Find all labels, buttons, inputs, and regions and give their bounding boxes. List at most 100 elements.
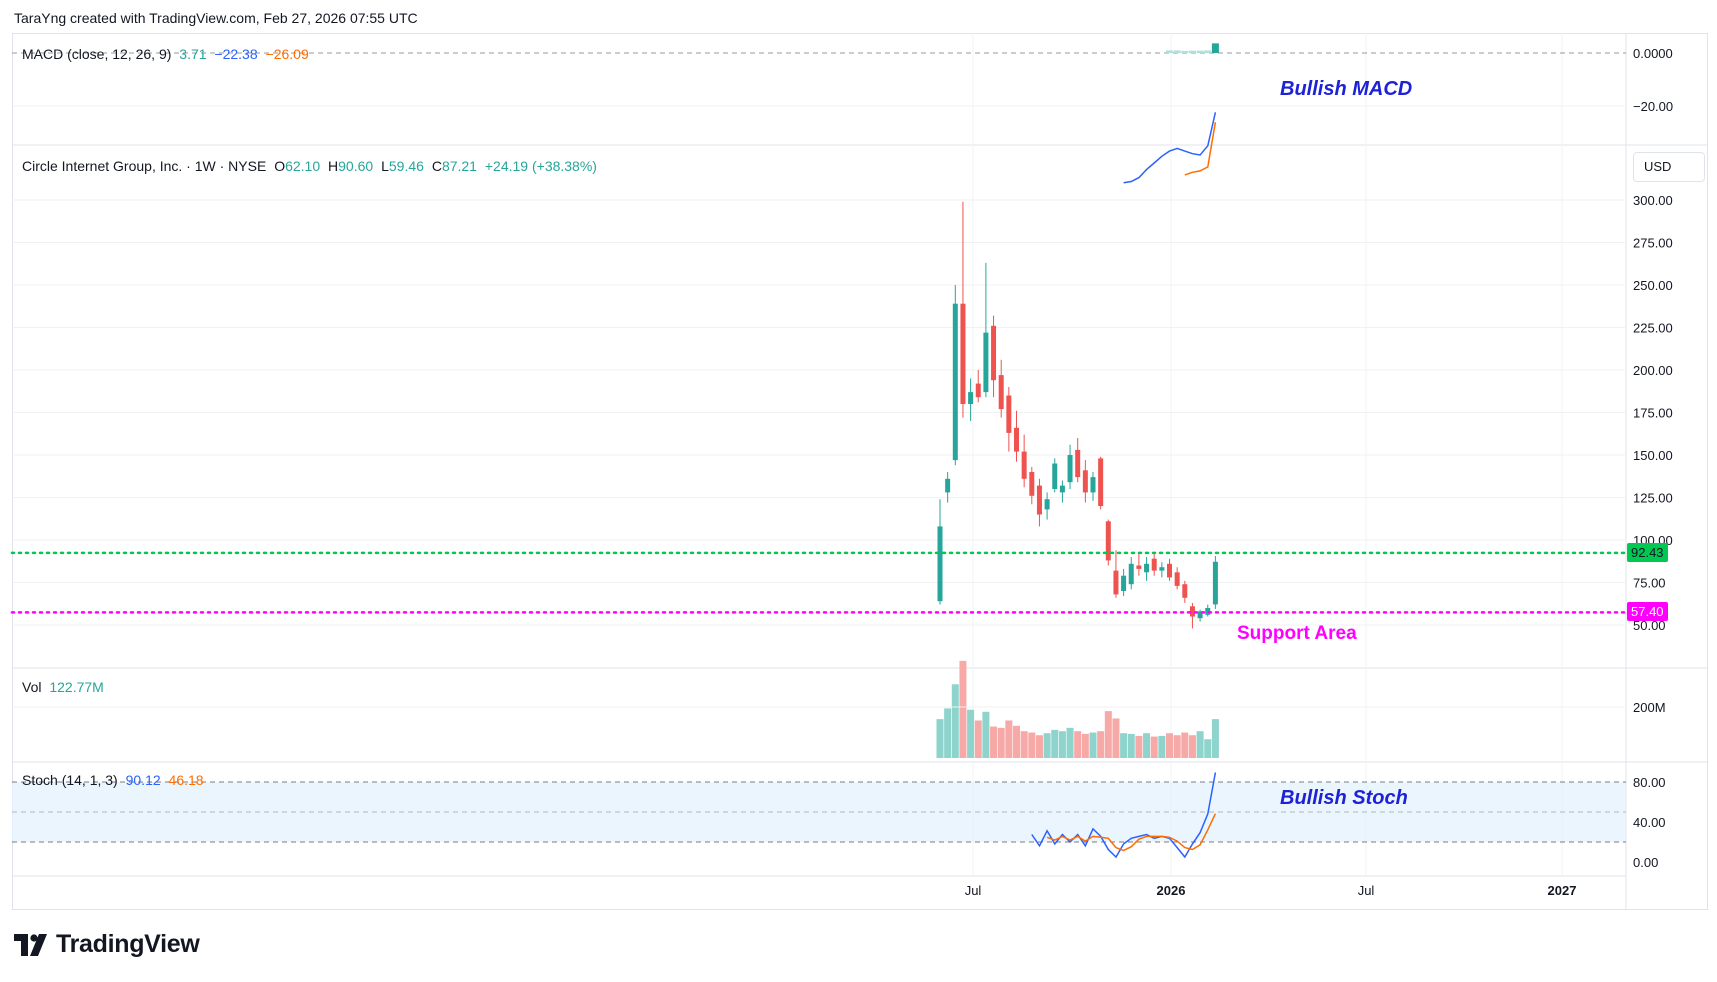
support-price-label: 57.40 <box>1627 602 1668 622</box>
candle-body <box>945 478 951 493</box>
candle-body <box>975 383 981 398</box>
volume-bar <box>1028 732 1036 758</box>
time-tick: Jul <box>965 883 982 898</box>
volume-bar <box>1005 720 1013 758</box>
stoch-legend[interactable]: Stoch (14, 1, 3) 90.12 46.18 <box>22 772 208 788</box>
volume-bar <box>1097 731 1105 758</box>
candle-body <box>1021 451 1027 479</box>
stoch-k-value: 90.12 <box>125 772 161 788</box>
price-axis-tick: 200.00 <box>1633 363 1673 378</box>
macd-histogram-bar <box>1173 50 1181 53</box>
volume-series <box>936 660 1219 758</box>
candle-body <box>1144 563 1150 573</box>
price-axis-tick: 275.00 <box>1633 236 1673 251</box>
time-axis: Jul 2026 Jul 2027 <box>965 883 1577 898</box>
low-label: L <box>381 158 389 174</box>
volume-bar <box>1120 733 1128 758</box>
symbol-title: Circle Internet Group, Inc. · 1W · NYSE <box>22 158 267 174</box>
candle-body <box>1052 463 1058 489</box>
volume-bar <box>1043 733 1051 758</box>
close-value: 87.21 <box>441 158 477 174</box>
volume-bar <box>936 719 944 758</box>
currency-selector[interactable]: USD <box>1633 152 1705 182</box>
volume-bar <box>1158 735 1166 758</box>
volume-bar <box>997 727 1005 758</box>
macd-histogram-value: 3.71 <box>179 46 207 62</box>
candle-body <box>1082 470 1088 493</box>
candle-body <box>1212 561 1218 605</box>
candle-body <box>1167 563 1172 578</box>
candle-body <box>1151 558 1157 571</box>
time-tick: Jul <box>1358 883 1375 898</box>
macd-axis-tick: −20.00 <box>1633 99 1673 114</box>
volume-bar <box>1074 731 1082 758</box>
macd-histogram <box>1166 43 1219 53</box>
volume-bar <box>1081 733 1089 758</box>
candle-body <box>1205 608 1211 615</box>
price-axis-tick: 150.00 <box>1633 448 1673 463</box>
macd-line <box>1123 112 1217 184</box>
price-axis-tick: 225.00 <box>1633 321 1673 336</box>
candle-body <box>1136 565 1142 569</box>
price-axis-tick: 125.00 <box>1633 491 1673 506</box>
volume-axis-tick: 200M <box>1633 700 1666 715</box>
volume-bar <box>982 711 990 758</box>
macd-legend-name: MACD (close, 12, 26, 9) <box>22 46 172 62</box>
candle-body <box>991 325 997 381</box>
macd-histogram-bar <box>1211 43 1219 53</box>
candle-body <box>960 303 966 404</box>
candle-body <box>1174 572 1180 586</box>
volume-bar <box>1181 732 1189 758</box>
volume-bar <box>1013 725 1020 758</box>
volume-bar <box>1196 731 1204 758</box>
volume-bar <box>1066 727 1074 758</box>
volume-bar <box>974 720 982 758</box>
candle-body <box>1036 485 1042 515</box>
stoch-d-line <box>1046 813 1217 852</box>
candle-body <box>1128 563 1134 585</box>
tradingview-logo-icon <box>14 933 47 956</box>
stoch-k-line <box>1031 772 1217 859</box>
volume-bar <box>1104 711 1112 758</box>
open-label: O <box>274 158 286 174</box>
chart-frame <box>12 33 1708 910</box>
volume-bar <box>1112 718 1120 758</box>
volume-bar <box>1035 735 1043 758</box>
candle-body <box>1059 485 1065 493</box>
volume-bar <box>1143 733 1151 758</box>
tradingview-wordmark: TradingView <box>56 930 200 958</box>
low-value: 59.46 <box>388 158 424 174</box>
candle-body <box>1105 521 1111 561</box>
candle-body <box>968 392 974 404</box>
volume-bar <box>1173 735 1181 758</box>
stoch-axis-tick: 80.00 <box>1633 775 1666 790</box>
bullish-macd-annotation: Bullish MACD <box>1280 78 1413 100</box>
candle-body <box>937 526 943 602</box>
volume-bar <box>1058 731 1066 758</box>
price-grid <box>12 199 1626 626</box>
macd-legend[interactable]: MACD (close, 12, 26, 9) 3.71 −22.38 −26.… <box>22 46 313 62</box>
volume-legend[interactable]: Vol 122.77M <box>22 679 108 695</box>
volume-bar <box>1204 739 1212 758</box>
time-tick: 2027 <box>1548 883 1577 898</box>
high-value: 90.60 <box>338 158 374 174</box>
macd-signal-line <box>1184 121 1217 176</box>
volume-bar <box>1211 719 1219 758</box>
volume-bar <box>1150 736 1158 758</box>
macd-line-value: −22.38 <box>214 46 258 62</box>
price-legend[interactable]: Circle Internet Group, Inc. · 1W · NYSE … <box>22 158 601 174</box>
candlestick-series <box>937 201 1218 629</box>
macd-histogram-bar <box>1166 50 1173 53</box>
volume-bar <box>951 684 959 758</box>
volume-bar <box>1020 731 1028 758</box>
price-axis-tick: 250.00 <box>1633 278 1673 293</box>
candle-body <box>1159 567 1165 571</box>
candle-body <box>1197 611 1203 619</box>
tradingview-logo[interactable]: TradingView <box>14 930 200 959</box>
candle-body <box>1090 477 1096 493</box>
price-axis-tick: 50.00 <box>1633 618 1666 633</box>
candle-body <box>1098 458 1104 506</box>
volume-bar <box>959 660 967 758</box>
time-tick: 2026 <box>1157 883 1186 898</box>
